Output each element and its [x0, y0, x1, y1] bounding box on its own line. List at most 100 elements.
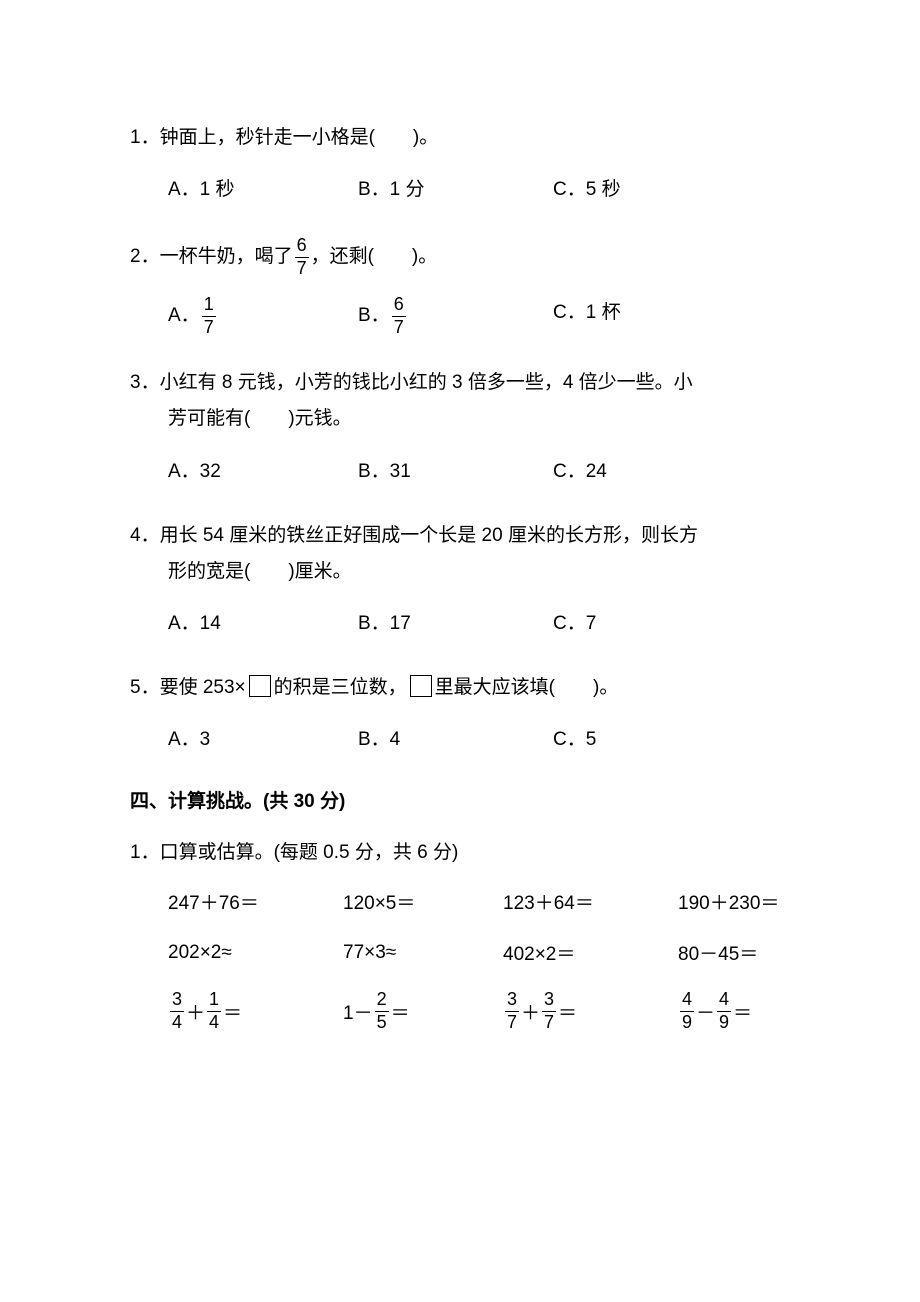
q2-option-a: A． 1 7	[168, 295, 358, 338]
blank-box-icon	[410, 675, 432, 697]
frac-den: 9	[717, 1013, 731, 1033]
calc-r3-c4: 4 9 － 4 9 ＝	[678, 990, 752, 1033]
q4-line1: ．用长 54 厘米的铁丝正好围成一个长是 20 厘米的长方形，则长方	[141, 525, 698, 546]
frac-num: 3	[505, 990, 519, 1010]
q2-a-num: 1	[202, 295, 216, 315]
calc-row-1: 247＋76＝ 120×5＝ 123＋64＝ 190＋230＝	[130, 888, 790, 915]
question-3-options: A．32 B．31 C．24	[130, 454, 790, 490]
calc-r2-c3: 402×2＝	[503, 939, 678, 966]
q5-after: 里最大应该填( )。	[435, 670, 619, 706]
question-1: 1．钟面上，秒针走一小格是( )。 A．1 秒 B．1 分 C．5 秒	[130, 120, 790, 208]
calc-r2-c2: 77×3≈	[343, 942, 503, 964]
r3c3-eq: ＝	[558, 998, 577, 1025]
q2-frac-den: 7	[295, 259, 309, 279]
question-4-text-line1: 4．用长 54 厘米的铁丝正好围成一个长是 20 厘米的长方形，则长方	[130, 518, 790, 554]
question-4: 4．用长 54 厘米的铁丝正好围成一个长是 20 厘米的长方形，则长方 形的宽是…	[130, 518, 790, 642]
calc-row-2: 202×2≈ 77×3≈ 402×2＝ 80－45＝	[130, 939, 790, 966]
calc-r1-c2: 120×5＝	[343, 888, 503, 915]
question-5-text: 5．要使 253× 的积是三位数， 里最大应该填( )。	[130, 670, 618, 706]
q2-after: ，还剩( )。	[311, 239, 438, 275]
q3-option-b: B．31	[358, 454, 553, 490]
r3c3-op: ＋	[521, 998, 540, 1025]
q3-option-a: A．32	[168, 454, 358, 490]
frac-den: 5	[375, 1013, 389, 1033]
q3-number: 3	[130, 372, 141, 393]
q1-number: 1	[130, 127, 141, 148]
question-2: 2．一杯牛奶，喝了 6 7 ，还剩( )。 A． 1 7 B． 6 7 C．1 …	[130, 236, 790, 337]
q2-a-fraction: 1 7	[202, 295, 216, 338]
q2-a-den: 7	[202, 318, 216, 338]
frac-num: 4	[717, 990, 731, 1010]
frac-num: 2	[375, 990, 389, 1010]
r3c2-eq: ＝	[391, 998, 410, 1025]
calc-r2-c1: 202×2≈	[168, 942, 343, 964]
r3c4-frac2: 4 9	[717, 990, 731, 1033]
q5-option-a: A．3	[168, 722, 358, 758]
q2-a-label: A．	[168, 298, 200, 334]
r3c3-frac2: 3 7	[542, 990, 556, 1033]
q2-option-c: C．1 杯	[553, 295, 621, 338]
calc-r3-c3: 3 7 ＋ 3 7 ＝	[503, 990, 678, 1033]
question-5-options: A．3 B．4 C．5	[130, 722, 790, 758]
r3c1-frac2: 1 4	[207, 990, 221, 1033]
frac-num: 1	[207, 990, 221, 1010]
frac-den: 4	[170, 1013, 184, 1033]
r3c4-op: －	[696, 998, 715, 1025]
q5-option-b: B．4	[358, 722, 553, 758]
r3c1-frac1: 3 4	[170, 990, 184, 1033]
q1-option-b: B．1 分	[358, 172, 553, 208]
q5-option-c: C．5	[553, 722, 596, 758]
question-2-text: 2．一杯牛奶，喝了 6 7 ，还剩( )。	[130, 236, 437, 279]
r3c1-op: ＋	[186, 998, 205, 1025]
frac-num: 3	[542, 990, 556, 1010]
q4-option-c: C．7	[553, 606, 596, 642]
calc-r1-c4: 190＋230＝	[678, 888, 779, 915]
q2-frac-num: 6	[295, 236, 309, 256]
calc-instruction: 1．口算或估算。(每题 0.5 分，共 6 分)	[130, 837, 790, 864]
frac-den: 7	[505, 1013, 519, 1033]
frac-num: 3	[170, 990, 184, 1010]
q4-option-a: A．14	[168, 606, 358, 642]
r3c2-pre: 1－	[343, 998, 373, 1025]
q5-mid: 的积是三位数，	[274, 670, 407, 706]
q2-number: 2	[130, 239, 141, 275]
section-4-header: 四、计算挑战。(共 30 分)	[130, 786, 790, 813]
q2-b-den: 7	[392, 318, 406, 338]
q4-number: 4	[130, 525, 141, 546]
q1-option-c: C．5 秒	[553, 172, 621, 208]
frac-den: 7	[542, 1013, 556, 1033]
q4-line2: 形的宽是( )厘米。	[130, 554, 790, 590]
q1-option-a: A．1 秒	[168, 172, 358, 208]
question-5: 5．要使 253× 的积是三位数， 里最大应该填( )。 A．3 B．4 C．5	[130, 670, 790, 758]
r3c4-eq: ＝	[733, 998, 752, 1025]
frac-den: 9	[680, 1013, 694, 1033]
calc-r1-c3: 123＋64＝	[503, 888, 678, 915]
q1-body: ．钟面上，秒针走一小格是( )。	[141, 127, 439, 148]
q4-option-b: B．17	[358, 606, 553, 642]
calc-r1-c1: 247＋76＝	[168, 888, 343, 915]
calc-r2-c4: 80－45＝	[678, 939, 758, 966]
r3c1-eq: ＝	[223, 998, 242, 1025]
q2-b-label: B．	[358, 298, 390, 334]
r3c3-frac1: 3 7	[505, 990, 519, 1033]
question-4-options: A．14 B．17 C．7	[130, 606, 790, 642]
q2-option-b: B． 6 7	[358, 295, 553, 338]
frac-den: 4	[207, 1013, 221, 1033]
r3c2-frac: 2 5	[375, 990, 389, 1033]
q5-before: ．要使 253×	[141, 670, 246, 706]
q3-line1: ．小红有 8 元钱，小芳的钱比小红的 3 倍多一些，4 倍少一些。小	[141, 372, 693, 393]
q2-b-num: 6	[392, 295, 406, 315]
question-3-text-line1: 3．小红有 8 元钱，小芳的钱比小红的 3 倍多一些，4 倍少一些。小	[130, 365, 790, 401]
q2-fraction: 6 7	[295, 236, 309, 279]
calc-row-3: 3 4 ＋ 1 4 ＝ 1－ 2 5 ＝ 3 7 ＋ 3 7	[130, 990, 790, 1033]
q3-line2: 芳可能有( )元钱。	[130, 401, 790, 437]
question-1-options: A．1 秒 B．1 分 C．5 秒	[130, 172, 790, 208]
q5-number: 5	[130, 670, 141, 706]
question-2-options: A． 1 7 B． 6 7 C．1 杯	[130, 295, 790, 338]
calc-r3-c2: 1－ 2 5 ＝	[343, 990, 503, 1033]
question-1-text: 1．钟面上，秒针走一小格是( )。	[130, 120, 790, 156]
q2-before: ．一杯牛奶，喝了	[141, 239, 293, 275]
blank-box-icon	[249, 675, 271, 697]
q3-option-c: C．24	[553, 454, 607, 490]
calc-r3-c1: 3 4 ＋ 1 4 ＝	[168, 990, 343, 1033]
